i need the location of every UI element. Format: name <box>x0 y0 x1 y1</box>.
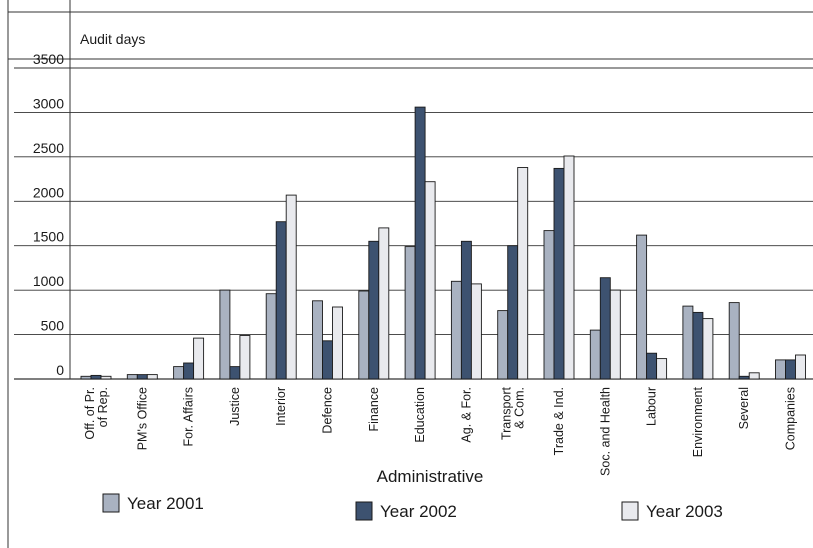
legend-swatch <box>102 493 120 513</box>
x-tick-label: Trade & Ind. <box>552 387 566 455</box>
bar <box>126 374 138 380</box>
bar <box>738 375 750 380</box>
bar <box>146 374 158 380</box>
bar <box>682 305 694 380</box>
bars <box>80 106 806 380</box>
bar <box>404 246 416 380</box>
legend-swatch <box>355 501 373 521</box>
x-tick-label: Environment <box>691 386 705 457</box>
y-tick-labels: 0 500 1000 1500 2000 2500 3000 3500 <box>33 51 64 378</box>
bar <box>90 374 102 380</box>
bar <box>636 234 648 380</box>
legend-label: Year 2002 <box>380 502 457 521</box>
bar <box>450 280 462 380</box>
x-tick-label: Labour <box>645 387 659 426</box>
x-tick-label: For. Affairs <box>182 387 196 447</box>
bar <box>275 221 287 380</box>
bar <box>100 375 112 380</box>
y-tick-label: 3000 <box>33 95 64 111</box>
bar <box>656 358 668 380</box>
bar <box>692 311 704 380</box>
bar <box>507 245 519 380</box>
bar <box>748 372 760 380</box>
bar <box>414 106 426 380</box>
bar <box>183 362 195 380</box>
legend-label: Year 2003 <box>646 502 723 521</box>
x-tick-label: Defence <box>321 387 335 434</box>
bar <box>193 337 205 380</box>
bar <box>553 167 565 380</box>
bar <box>646 352 658 380</box>
y-tick-label: 500 <box>41 318 65 334</box>
bar <box>285 194 297 380</box>
y-axis-label: Audit days <box>80 31 145 47</box>
bar <box>543 230 555 380</box>
x-tick-label: Companies <box>784 387 798 450</box>
x-tick-label: Finance <box>367 387 381 432</box>
bar <box>460 240 472 380</box>
y-tick-label: 3500 <box>33 51 64 67</box>
x-tick-label: Ag. & For. <box>459 387 473 443</box>
bar <box>609 289 621 380</box>
x-tick-label: Education <box>413 387 427 443</box>
bar <box>332 306 343 380</box>
y-tick-label: 1000 <box>33 273 64 289</box>
bar <box>136 374 148 380</box>
x-tick-label: Several <box>737 387 751 429</box>
bar <box>368 240 380 380</box>
bar <box>795 354 806 380</box>
bar <box>497 310 509 380</box>
x-axis-label: Administrative <box>377 467 484 486</box>
y-tick-label: 1500 <box>33 229 64 245</box>
bar <box>775 359 786 380</box>
bar <box>219 289 231 380</box>
x-tick-labels: Off. of Pr.of Rep. PM's Office For. Affair… <box>83 386 798 475</box>
x-tick-label: Off. of Pr.of Rep. <box>83 387 110 440</box>
bar <box>378 227 390 380</box>
y-tick-label: 0 <box>56 362 64 378</box>
bar <box>265 293 277 380</box>
chart-frame <box>7 0 813 548</box>
legend: Year 2001 Year 2002 Year 2003 <box>102 493 723 521</box>
bar <box>229 366 241 380</box>
bar <box>80 375 92 380</box>
x-tick-label: Justice <box>228 387 242 426</box>
bar <box>589 329 601 380</box>
bar <box>312 300 323 380</box>
x-tick-label: Soc. and Health <box>598 387 612 476</box>
y-tick-label: 2500 <box>33 140 64 156</box>
bar <box>358 290 370 380</box>
bar <box>322 340 333 380</box>
bar <box>470 283 482 380</box>
x-tick-label: PM's Office <box>135 387 149 450</box>
bar <box>563 155 575 380</box>
bar <box>173 366 185 380</box>
bar <box>599 277 611 380</box>
bar <box>424 181 436 380</box>
bar <box>728 302 740 380</box>
bar <box>702 318 714 380</box>
bar <box>785 359 796 380</box>
legend-swatch <box>621 501 639 521</box>
y-tick-label: 2000 <box>33 184 64 200</box>
bar <box>239 335 251 380</box>
x-tick-label: Interior <box>274 387 288 426</box>
bar <box>517 167 529 380</box>
x-tick-label: Transport& Com. <box>500 386 527 440</box>
legend-label: Year 2001 <box>127 494 204 513</box>
